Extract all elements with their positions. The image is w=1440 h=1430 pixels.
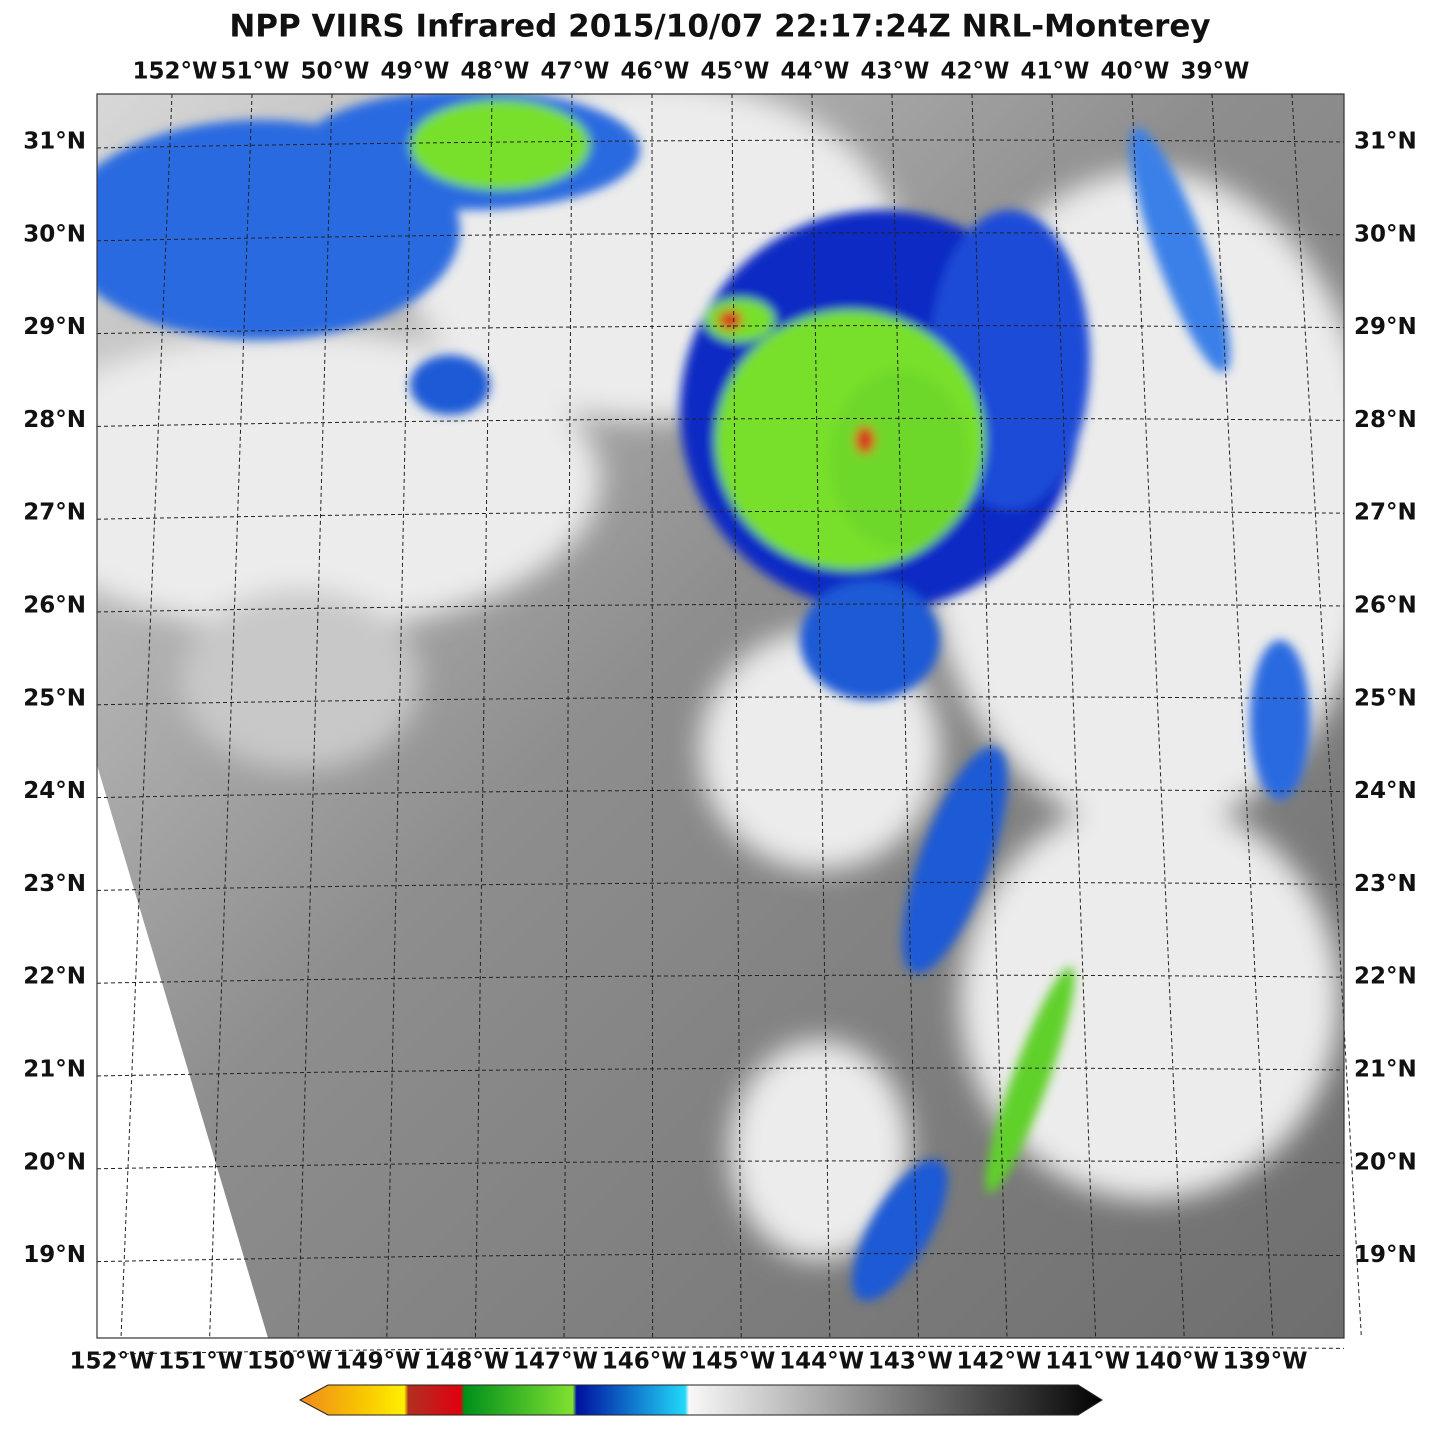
left-latitude-label: 25°N <box>23 685 86 711</box>
top-longitude-label: 46°W <box>621 59 690 85</box>
top-longitude-label: 152°W <box>133 59 218 85</box>
parallel <box>96 1345 1345 1355</box>
meridian <box>1051 93 1097 1339</box>
meridian <box>1131 93 1185 1339</box>
map-title: NPP VIIRS Infrared 2015/10/07 22:17:24Z … <box>229 9 1210 45</box>
right-latitude-label: 23°N <box>1354 871 1417 897</box>
bottom-longitude-label: 149°W <box>336 1349 421 1375</box>
parallel <box>96 696 1345 706</box>
colorbar <box>298 1384 1103 1416</box>
left-latitude-label: 22°N <box>23 964 86 990</box>
bottom-longitude-label: 145°W <box>690 1349 775 1375</box>
meridian <box>891 93 919 1339</box>
right-latitude-label: 30°N <box>1354 221 1417 247</box>
bottom-longitude-label: 150°W <box>247 1349 332 1375</box>
top-longitude-label: 49°W <box>381 59 450 85</box>
parallel <box>96 139 1345 149</box>
bottom-longitude-label: 148°W <box>424 1349 509 1375</box>
top-longitude-label: 44°W <box>781 59 850 85</box>
meridian <box>731 93 742 1339</box>
parallel <box>96 1160 1345 1170</box>
left-latitude-label: 24°N <box>23 778 86 804</box>
right-latitude-label: 24°N <box>1354 778 1417 804</box>
left-latitude-label: 20°N <box>23 1149 86 1175</box>
top-longitude-label: 41°W <box>1021 59 1090 85</box>
right-latitude-label: 20°N <box>1354 1149 1417 1175</box>
map-frame <box>96 93 1345 1339</box>
parallel <box>96 325 1345 335</box>
meridian <box>120 93 173 1339</box>
meridian <box>297 93 333 1339</box>
bottom-longitude-label: 144°W <box>779 1349 864 1375</box>
bottom-longitude-label: 141°W <box>1045 1349 1130 1375</box>
bottom-longitude-label: 152°W <box>70 1349 155 1375</box>
top-longitude-label: 39°W <box>1181 59 1250 85</box>
meridian <box>563 93 573 1339</box>
parallel <box>96 1067 1345 1077</box>
parallel <box>96 603 1345 613</box>
bottom-longitude-label: 143°W <box>868 1349 953 1375</box>
right-latitude-label: 19°N <box>1354 1242 1417 1268</box>
imagery <box>97 94 1344 1338</box>
meridian <box>971 93 1008 1339</box>
top-longitude-label: 51°W <box>221 59 290 85</box>
left-latitude-label: 19°N <box>23 1242 86 1268</box>
left-latitude-label: 23°N <box>23 871 86 897</box>
meridian <box>811 93 831 1339</box>
parallel <box>96 417 1345 427</box>
left-latitude-label: 26°N <box>23 593 86 619</box>
meridian <box>474 93 493 1339</box>
parallel <box>96 789 1345 799</box>
meridian <box>1291 93 1362 1339</box>
left-latitude-label: 31°N <box>23 129 86 155</box>
right-latitude-label: 25°N <box>1354 685 1417 711</box>
right-latitude-label: 27°N <box>1354 500 1417 526</box>
left-latitude-label: 28°N <box>23 407 86 433</box>
right-latitude-label: 29°N <box>1354 314 1417 340</box>
left-latitude-label: 21°N <box>23 1057 86 1083</box>
top-longitude-label: 40°W <box>1101 59 1170 85</box>
top-longitude-label: 45°W <box>701 59 770 85</box>
left-latitude-label: 29°N <box>23 314 86 340</box>
right-latitude-label: 28°N <box>1354 407 1417 433</box>
meridian <box>209 93 253 1339</box>
meridian <box>386 93 413 1339</box>
top-longitude-label: 50°W <box>301 59 370 85</box>
top-longitude-label: 47°W <box>541 59 610 85</box>
parallel <box>96 1253 1345 1263</box>
parallel <box>96 510 1345 520</box>
bottom-longitude-label: 142°W <box>957 1349 1042 1375</box>
right-latitude-label: 21°N <box>1354 1057 1417 1083</box>
top-longitude-label: 42°W <box>941 59 1010 85</box>
bottom-longitude-label: 147°W <box>513 1349 598 1375</box>
top-longitude-label: 43°W <box>861 59 930 85</box>
top-longitude-label: 48°W <box>461 59 530 85</box>
graticule <box>96 93 1362 1355</box>
parallel <box>96 232 1345 242</box>
bottom-longitude-label: 139°W <box>1223 1349 1308 1375</box>
bottom-longitude-label: 146°W <box>602 1349 687 1375</box>
meridian <box>1211 93 1274 1339</box>
meridian <box>651 93 654 1339</box>
right-latitude-label: 31°N <box>1354 129 1417 155</box>
right-latitude-label: 22°N <box>1354 964 1417 990</box>
left-latitude-label: 27°N <box>23 500 86 526</box>
bottom-longitude-label: 140°W <box>1134 1349 1219 1375</box>
left-latitude-label: 30°N <box>23 221 86 247</box>
parallel <box>96 974 1345 984</box>
bottom-longitude-label: 151°W <box>158 1349 243 1375</box>
right-latitude-label: 26°N <box>1354 593 1417 619</box>
parallel <box>96 881 1345 891</box>
